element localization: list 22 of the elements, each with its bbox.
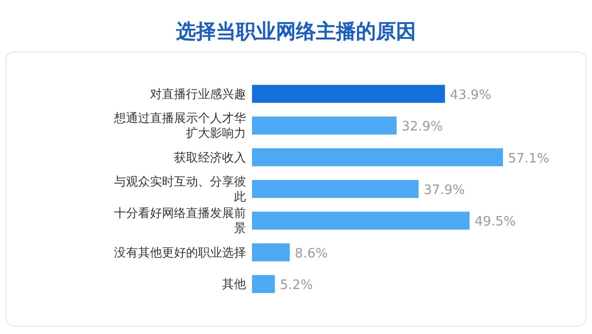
data-label: 32.9%	[402, 120, 443, 135]
bar	[252, 84, 445, 103]
y-tick-label: 想通过直播展示个人才华扩大影响力	[113, 111, 246, 140]
data-label: 57.1%	[508, 151, 550, 166]
data-label: 49.5%	[474, 214, 516, 230]
data-label: 43.9%	[450, 88, 492, 103]
y-tick-label: 与观众实时互动、分享彼此	[114, 174, 246, 204]
bar	[252, 180, 419, 198]
chart-title: 选择当职业网络主播的原因	[175, 19, 416, 43]
y-tick-label: 没有其他更好的职业选择	[114, 245, 246, 260]
bar	[252, 148, 503, 166]
data-label: 5.2%	[280, 278, 313, 294]
data-label: 8.6%	[294, 246, 328, 262]
y-tick-label: 其他	[222, 277, 246, 292]
data-label: 37.9%	[424, 182, 465, 198]
y-tick-label: 获取经济收入	[174, 150, 246, 164]
bar	[252, 116, 397, 135]
y-tick-label: 十分看好网络直播发展前景	[114, 206, 246, 236]
y-tick-label: 对直播行业感兴趣	[150, 86, 246, 101]
bar	[252, 212, 470, 230]
bar	[252, 243, 290, 262]
bar	[252, 275, 275, 294]
